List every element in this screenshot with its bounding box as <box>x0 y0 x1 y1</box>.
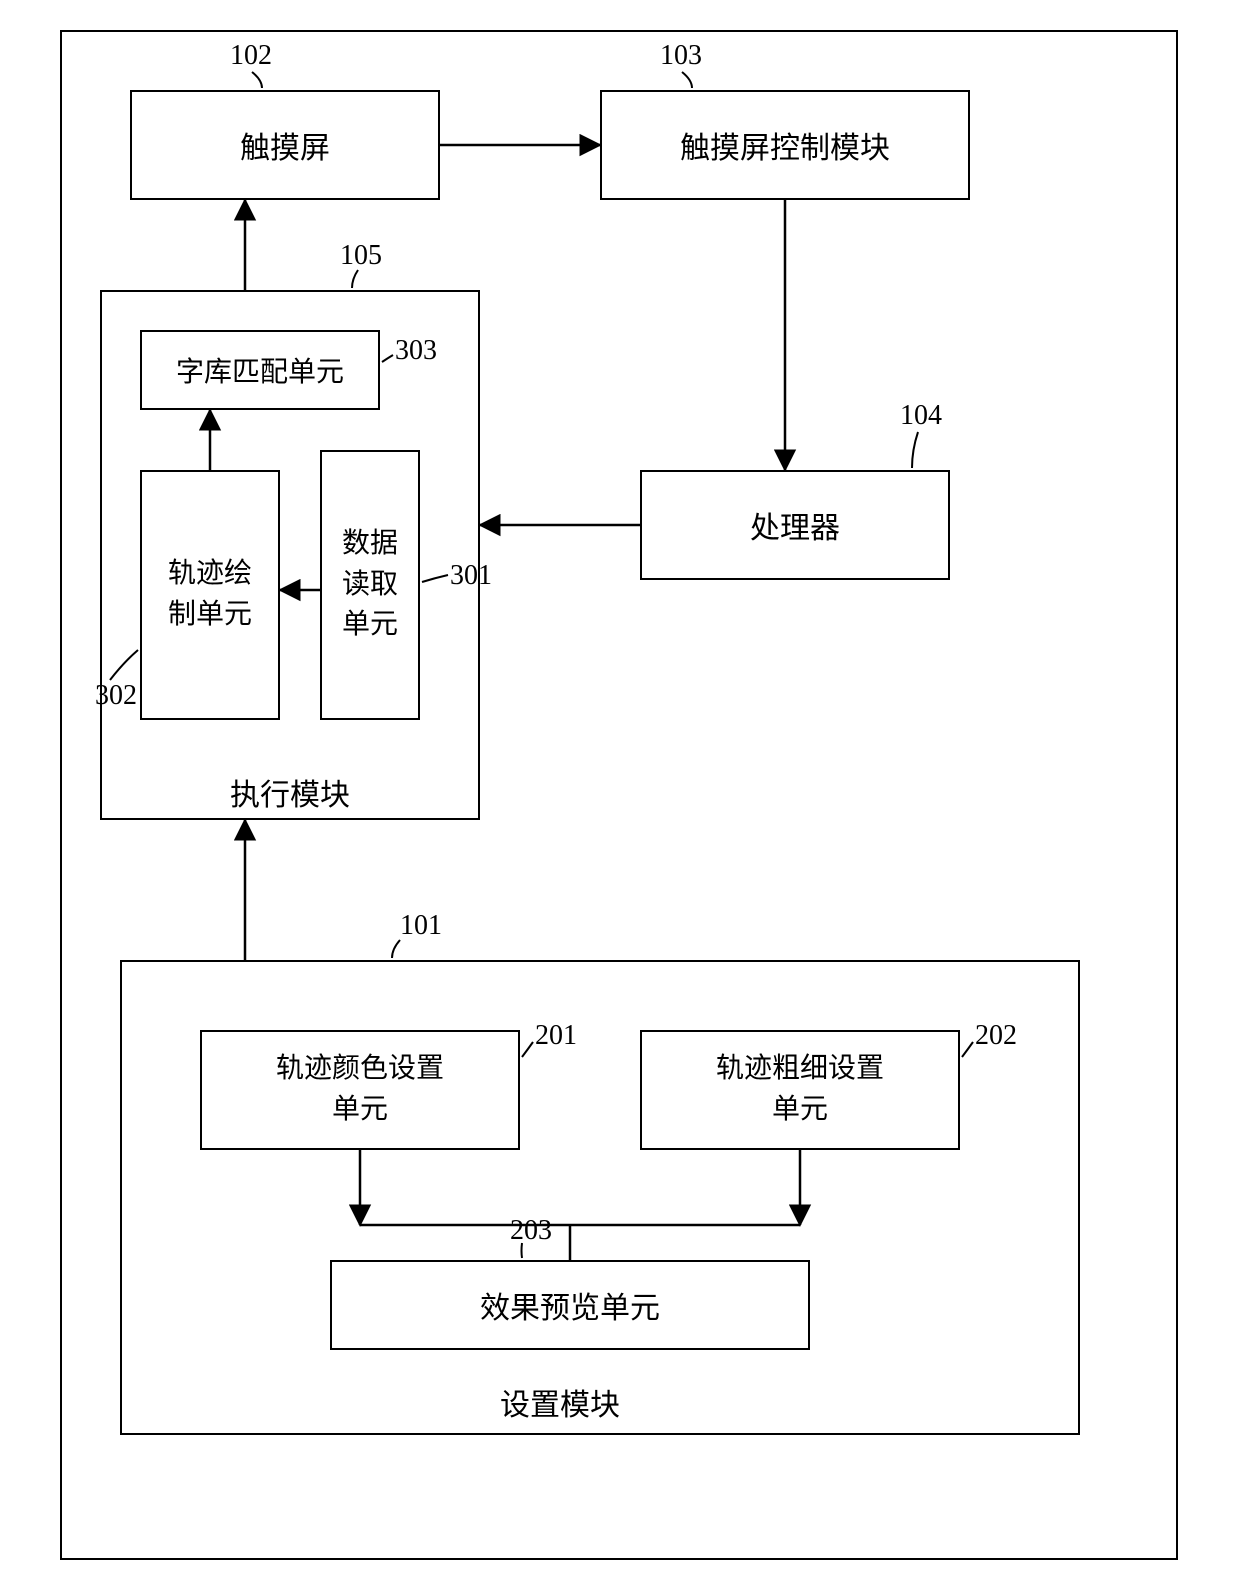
ref-302: 302 <box>95 680 137 712</box>
ref-303: 303 <box>395 335 437 367</box>
node-202-label: 轨迹粗细设置单元 <box>716 1049 884 1130</box>
ref-103: 103 <box>660 40 702 72</box>
node-203-preview-unit: 效果预览单元 <box>330 1260 810 1350</box>
node-103-ts-control-module: 触摸屏控制模块 <box>600 90 970 200</box>
node-301-data-read-unit: 数据读取单元 <box>320 450 420 720</box>
node-201-label: 轨迹颜色设置单元 <box>276 1049 444 1130</box>
ref-104: 104 <box>900 400 942 432</box>
node-302-track-draw-unit: 轨迹绘制单元 <box>140 470 280 720</box>
node-102-touchscreen: 触摸屏 <box>130 90 440 200</box>
node-103-label: 触摸屏控制模块 <box>680 123 890 167</box>
node-303-font-match-unit: 字库匹配单元 <box>140 330 380 410</box>
node-102-label: 触摸屏 <box>240 123 330 167</box>
node-301-label: 数据读取单元 <box>342 524 398 646</box>
ref-203: 203 <box>510 1215 552 1247</box>
ref-102: 102 <box>230 40 272 72</box>
ref-105: 105 <box>340 240 382 272</box>
node-104-label: 处理器 <box>750 503 840 547</box>
node-203-label: 效果预览单元 <box>480 1283 660 1327</box>
setup-module-label: 设置模块 <box>500 1380 620 1424</box>
ref-202: 202 <box>975 1020 1017 1052</box>
ref-201: 201 <box>535 1020 577 1052</box>
node-201-track-color-unit: 轨迹颜色设置单元 <box>200 1030 520 1150</box>
diagram-canvas: 触摸屏 触摸屏控制模块 处理器 字库匹配单元 轨迹绘制单元 数据读取单元 执行模… <box>0 0 1240 1593</box>
exec-module-label: 执行模块 <box>230 770 350 814</box>
node-202-track-width-unit: 轨迹粗细设置单元 <box>640 1030 960 1150</box>
ref-301: 301 <box>450 560 492 592</box>
node-302-label: 轨迹绘制单元 <box>168 554 252 635</box>
ref-101: 101 <box>400 910 442 942</box>
node-104-processor: 处理器 <box>640 470 950 580</box>
node-303-label: 字库匹配单元 <box>176 350 344 390</box>
